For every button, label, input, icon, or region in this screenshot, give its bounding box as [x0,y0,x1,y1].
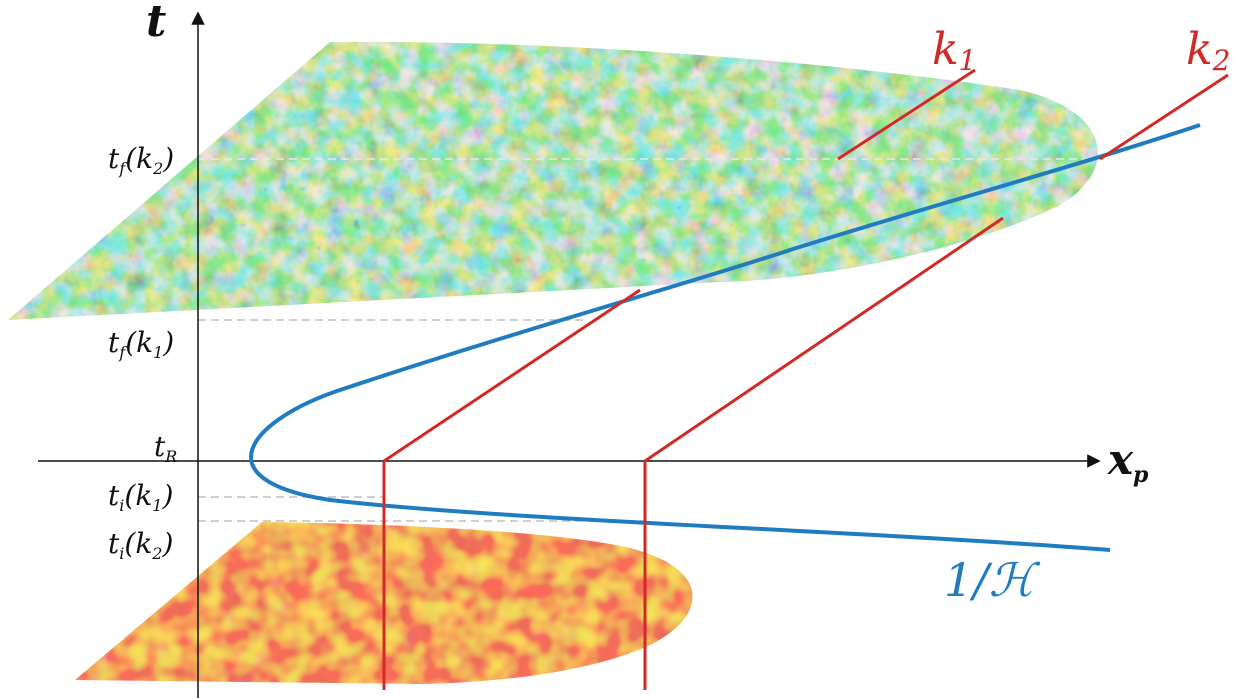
tR-label: tR [154,430,177,466]
t-axis-label: t [146,0,166,47]
k1-label: k1 [932,24,977,77]
tf-k2-label: tf(k2) [108,142,174,178]
ti-k2-label: ti(k2) [108,527,173,563]
horizon-curve [249,123,1201,552]
horizon-label: 1/ℋ [944,553,1041,607]
k2-mode-line [643,73,1229,690]
k1-mode-line [382,68,976,690]
ti-k1-label: ti(k1) [108,479,173,515]
k2-label: k2 [1186,24,1231,77]
tf-k1-label: tf(k1) [108,326,174,362]
x-axis-label: xp [1107,435,1149,488]
